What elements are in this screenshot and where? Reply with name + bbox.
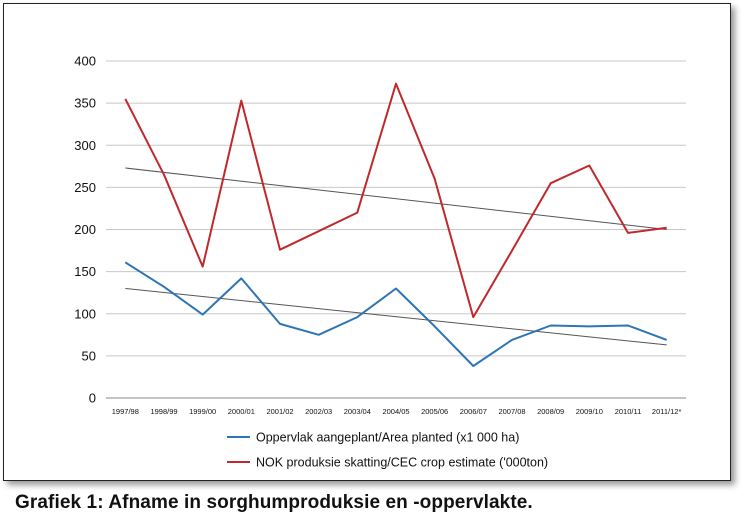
- legend-label-1: NOK produksie skatting/CEC crop estimate…: [256, 456, 548, 470]
- trendline-series-1: [125, 167, 667, 230]
- x-tick-label-12: 2009/10: [576, 407, 603, 416]
- x-tick-label-4: 2001/02: [266, 407, 293, 416]
- x-tick-label-10: 2007/08: [498, 407, 525, 416]
- legend-label-0: Oppervlak aangeplant/Area planted (x1 00…: [256, 431, 519, 445]
- x-tick-label-8: 2005/06: [421, 407, 448, 416]
- chart-frame: 0 50 100 150 200 250 300 350 400 1997/98 1998/99 19…: [3, 3, 731, 481]
- y-tick-label-150: 150: [74, 264, 96, 279]
- trendline-series-0: [125, 287, 667, 346]
- series-line-0: [124, 261, 668, 367]
- x-tick-label-5: 2002/03: [305, 407, 332, 416]
- y-tick-label-300: 300: [74, 138, 96, 153]
- x-tick-label-7: 2004/05: [382, 407, 409, 416]
- x-tick-label-2: 1999/00: [189, 407, 216, 416]
- x-tick-label-11: 2008/09: [537, 407, 564, 416]
- line-chart: 0 50 100 150 200 250 300 350 400 1997/98 1998/99 19…: [74, 54, 686, 470]
- x-tick-label-1: 1998/99: [150, 407, 177, 416]
- x-tick-label-3: 2000/01: [228, 407, 255, 416]
- y-tick-label-200: 200: [74, 222, 96, 237]
- x-tick-label-9: 2006/07: [460, 407, 487, 416]
- x-tick-label-13: 2010/11: [615, 407, 642, 416]
- y-tick-label-250: 250: [74, 180, 96, 195]
- figure-caption: Grafiek 1: Afname in sorghumproduksie en…: [15, 492, 533, 513]
- y-tick-label-400: 400: [74, 54, 96, 69]
- x-tick-label-14: 2011/12*: [652, 407, 682, 416]
- x-tick-label-0: 1997/98: [112, 407, 139, 416]
- y-tick-label-0: 0: [89, 391, 96, 406]
- y-tick-label-50: 50: [82, 348, 96, 363]
- y-tick-label-100: 100: [74, 306, 96, 321]
- x-tick-label-6: 2003/04: [344, 407, 371, 416]
- series-line-1: [124, 82, 667, 319]
- y-tick-label-350: 350: [74, 96, 96, 111]
